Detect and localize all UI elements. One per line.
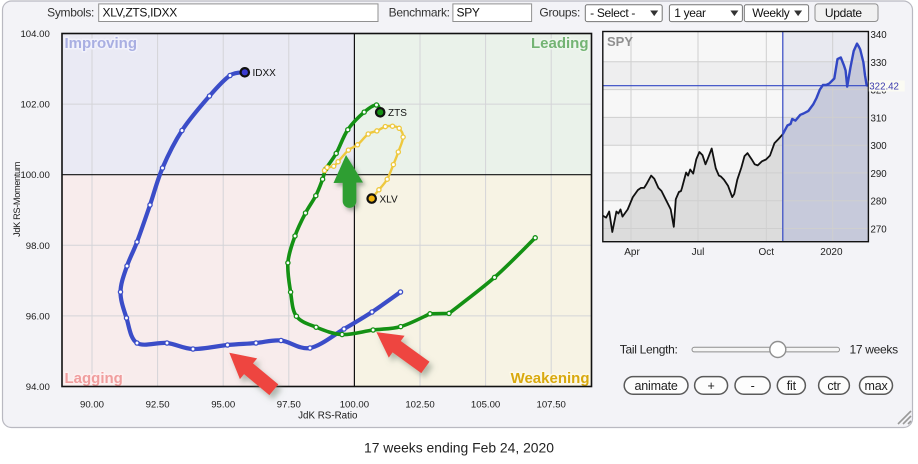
svg-text:300: 300 (871, 141, 888, 152)
svg-text:Weakening: Weakening (511, 370, 590, 387)
svg-text:fit: fit (787, 379, 797, 393)
svg-text:SPY: SPY (607, 34, 633, 49)
svg-text:102.50: 102.50 (405, 400, 434, 411)
svg-text:Weekly: Weekly (752, 6, 790, 20)
svg-text:Lagging: Lagging (65, 370, 123, 387)
svg-text:95.00: 95.00 (211, 400, 235, 411)
svg-text:104.00: 104.00 (20, 29, 49, 40)
svg-text:17 weeks: 17 weeks (850, 343, 899, 357)
svg-text:Symbols:: Symbols: (47, 6, 94, 20)
svg-text:98.00: 98.00 (26, 241, 50, 252)
svg-text:-: - (751, 379, 755, 393)
svg-text:ZTS: ZTS (388, 108, 407, 119)
svg-text:JdK RS-Ratio: JdK RS-Ratio (298, 411, 358, 422)
svg-text:17 weeks ending Feb 24, 2020: 17 weeks ending Feb 24, 2020 (364, 440, 554, 456)
svg-text:Improving: Improving (65, 35, 138, 52)
svg-text:Benchmark:: Benchmark: (389, 6, 450, 20)
svg-text:Tail Length:: Tail Length: (620, 343, 678, 357)
svg-text:102.00: 102.00 (20, 100, 49, 111)
svg-text:280: 280 (871, 197, 888, 208)
svg-text:270: 270 (871, 225, 888, 236)
svg-text:ctr: ctr (827, 379, 840, 393)
svg-text:XLV: XLV (380, 194, 398, 205)
svg-text:105.00: 105.00 (471, 400, 500, 411)
svg-text:96.00: 96.00 (26, 311, 50, 322)
svg-text:1 year: 1 year (674, 6, 706, 20)
svg-text:94.00: 94.00 (26, 382, 50, 393)
svg-text:XLV,ZTS,IDXX: XLV,ZTS,IDXX (103, 6, 178, 20)
svg-text:97.50: 97.50 (277, 400, 301, 411)
svg-text:Update: Update (825, 6, 863, 20)
svg-text:Apr: Apr (624, 247, 640, 258)
svg-text:340: 340 (871, 30, 888, 41)
svg-text:SPY: SPY (457, 6, 480, 20)
svg-text:90.00: 90.00 (80, 400, 104, 411)
svg-text:- Select -: - Select - (590, 6, 635, 20)
svg-text:100.00: 100.00 (340, 400, 369, 411)
svg-text:Groups:: Groups: (539, 6, 580, 20)
svg-text:Oct: Oct (759, 247, 775, 258)
svg-text:IDXX: IDXX (253, 68, 277, 79)
svg-text:+: + (708, 379, 715, 393)
svg-text:322.42: 322.42 (869, 81, 899, 92)
svg-text:Jul: Jul (692, 247, 705, 258)
svg-text:92.50: 92.50 (146, 400, 170, 411)
svg-text:107.50: 107.50 (537, 400, 566, 411)
svg-text:290: 290 (871, 169, 888, 180)
svg-text:310: 310 (871, 113, 888, 124)
svg-text:100.00: 100.00 (20, 170, 49, 181)
svg-text:JdK RS-Momentum: JdK RS-Momentum (12, 161, 22, 237)
svg-text:animate: animate (635, 379, 678, 393)
svg-text:330: 330 (871, 58, 888, 69)
svg-text:Leading: Leading (531, 35, 589, 52)
svg-text:2020: 2020 (820, 247, 843, 258)
svg-text:max: max (864, 379, 888, 393)
